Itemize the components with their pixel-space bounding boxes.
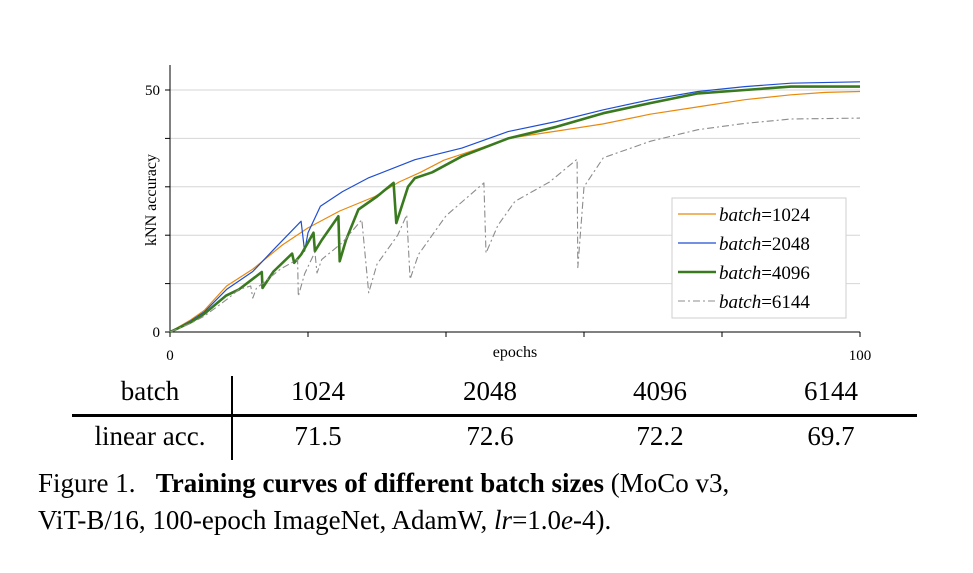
table-value-4096: 72.2 [636,421,684,451]
series-line-batch-4096 [169,85,860,334]
x-tick-label: 100 [849,348,872,364]
y-tick-label: 50 [145,83,160,99]
table-header-1024: 1024 [291,376,345,406]
table-header-4096: 4096 [633,376,687,406]
caption-tail: -4). [573,505,612,535]
caption-title: Training curves of different batch sizes [155,468,604,498]
y-axis-label: kNN accuracy [143,154,160,246]
table-header-label: batch [120,376,180,406]
caption-e: e [561,505,574,535]
caption-eq: =1.0 [512,505,562,535]
table-horizontal-rule [72,414,917,417]
axes: 0 50 0 100 [145,65,871,364]
legend-box [671,197,847,319]
series-line-batch-6144 [169,117,861,333]
legend-label: batch=2048 [719,234,810,255]
table-row-label: linear acc. [94,421,206,451]
legend-label: batch=6144 [719,292,810,313]
table-vertical-rule [231,376,233,460]
table-header-6144: 6144 [804,376,858,406]
caption-rest-1: (MoCo v3, [610,468,730,498]
legend-label: batch=1024 [719,205,810,226]
legend-label: batch=4096 [719,263,810,284]
caption-rest-2: ViT-B/16, 100-epoch ImageNet, AdamW, [38,505,495,535]
table-value-1024: 71.5 [294,421,342,451]
y-tick-label: 0 [153,325,161,341]
caption-lr: lr [494,505,513,535]
table-header-2048: 2048 [463,376,517,406]
table-value-6144: 69.7 [807,421,855,451]
caption-line-2: ViT-B/16, 100-epoch ImageNet, AdamW, lr=… [38,505,611,536]
table-value-2048: 72.6 [466,421,514,451]
series-line-batch-1024 [169,90,861,333]
series-line-batch-2048 [169,81,861,333]
series-group [169,81,861,334]
caption-prefix: Figure 1. [38,468,136,498]
caption-line-1: Figure 1. Training curves of different b… [38,468,729,499]
legend: batch=1024 batch=2048 batch=4096 batch=6144 [671,197,847,319]
x-axis-label: epochs [493,344,537,361]
x-tick-label: 0 [166,348,174,364]
